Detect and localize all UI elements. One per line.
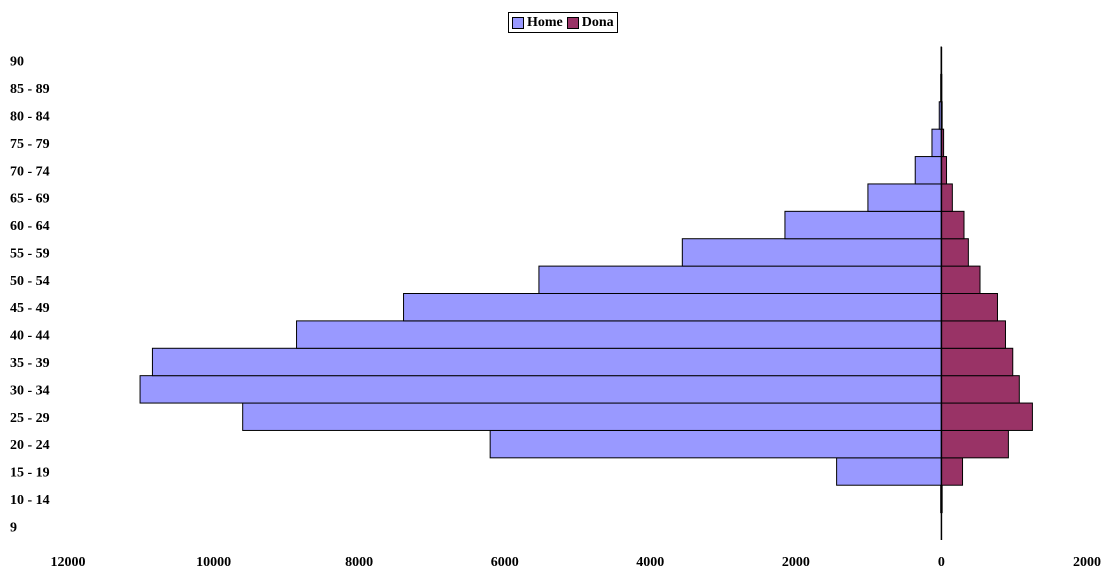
bar-home-45-49 [403,293,942,322]
bar-dona-20-24 [940,429,1009,459]
y-tick-label-55-59: 55 - 59 [10,246,50,261]
legend-swatch-dona [566,16,579,29]
y-tick-label-35-39: 35 - 39 [10,356,50,371]
bar-home-50-54 [538,265,942,295]
bar-dona-40-44 [940,320,1006,349]
y-tick-label-25-29: 25 - 29 [10,411,50,426]
y-tick-label-15-19: 15 - 19 [10,466,50,481]
bar-dona-45-49 [940,293,998,322]
legend-label-dona: Dona [581,14,614,30]
bar-home-15-19 [836,457,942,486]
bar-dona-65-69 [940,183,953,212]
bar-home-65-69 [867,183,942,212]
y-tick-label-60-64: 60 - 64 [10,219,50,234]
x-tick-label-6: 0 [938,555,945,570]
x-tick-labels: 12000 10000 8000 6000 4000 2000 0 2000 [51,555,1102,570]
bar-home-40-44 [296,320,942,349]
y-tick-label-70-74: 70 - 74 [10,164,50,179]
bar-dona-25-29 [940,402,1033,431]
bar-dona-15-19 [940,457,964,486]
bar-home-20-24 [489,429,942,459]
y-tick-label-50-54: 50 - 54 [10,274,50,289]
y-tick-label-90: 90 [10,55,24,70]
x-tick-label-1: 10000 [196,555,231,570]
bar-home-60-64 [784,210,942,240]
bar-home-55-59 [681,238,942,267]
y-tick-label-85-89: 85 - 89 [10,82,50,97]
y-tick-label-75-79: 75 - 79 [10,137,50,152]
bar-home-25-29 [242,402,942,431]
legend-item-home: Home [512,15,563,31]
x-tick-label-5: 2000 [782,555,810,570]
bar-dona-70-74 [940,156,948,185]
bar-dona-35-39 [940,347,1014,377]
bar-home-70-74 [914,156,942,185]
legend-item-dona: Dona [566,14,614,31]
y-tick-label-40-44: 40 - 44 [10,329,50,344]
y-tick-label-30-34: 30 - 34 [10,383,50,398]
bar-dona-60-64 [940,210,965,240]
x-tick-label-3: 6000 [491,555,519,570]
y-tick-label-9: 9 [10,520,17,535]
y-tick-label-65-69: 65 - 69 [10,192,50,207]
legend-label-home: Home [527,14,563,30]
y-tick-labels: 9 10 - 14 15 - 19 20 - 24 25 - 29 30 - 34 35 -… [10,55,50,536]
y-tick-label-10-14: 10 - 14 [10,493,50,508]
bars-group [139,46,1033,514]
y-tick-label-45-49: 45 - 49 [10,301,50,316]
bar-home-75-79 [931,128,942,158]
x-tick-label-7: 2000 [1073,555,1101,570]
x-tick-label-2: 8000 [345,555,373,570]
bar-dona-30-34 [940,375,1020,404]
bar-dona-55-59 [940,238,969,267]
bar-dona-50-54 [940,265,981,295]
x-tick-label-4: 4000 [636,555,664,570]
x-tick-label-0: 12000 [51,555,86,570]
y-tick-label-20-24: 20 - 24 [10,438,50,453]
legend-swatch-home [512,16,524,29]
bar-home-35-39 [151,347,942,377]
bar-home-30-34 [139,375,942,404]
chart-legend: Home Dona [508,12,618,33]
y-tick-label-80-84: 80 - 84 [10,109,50,124]
